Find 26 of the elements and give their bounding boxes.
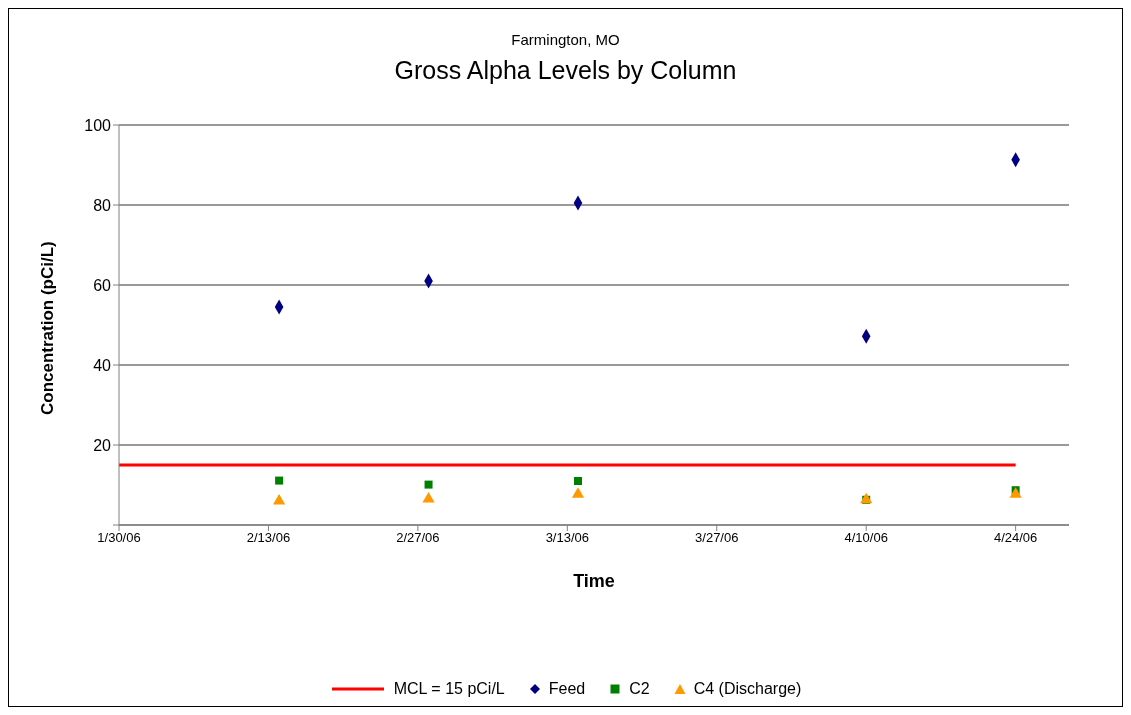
point	[573, 477, 582, 485]
x-tick-label: 2/13/06	[246, 530, 291, 546]
y-axis-title: Concentration (pCi/L)	[38, 241, 58, 415]
x-axis-title: Time	[573, 571, 615, 591]
point	[424, 480, 433, 489]
y-tick-label: 80	[93, 196, 112, 214]
y-tick-label: 100	[84, 116, 112, 134]
y-tick-label: 40	[93, 356, 112, 374]
point	[273, 493, 286, 505]
point	[275, 476, 284, 485]
point	[571, 487, 585, 498]
point	[422, 491, 435, 503]
y-tick-label: 60	[93, 276, 112, 294]
legend-label: C4 (Discharge)	[693, 680, 802, 698]
chart-subtitle: Farmington, MO	[510, 31, 621, 48]
x-tick-label: 3/13/06	[545, 530, 589, 546]
legend-label: MCL = 15 pCi/L	[393, 680, 505, 698]
x-tick-label: 4/10/06	[844, 530, 888, 546]
legend-label: Feed	[548, 680, 586, 698]
x-tick-label: 3/27/06	[695, 530, 739, 546]
x-tick-label: 4/24/06	[993, 530, 1038, 546]
x-tick-label: 1/30/06	[97, 530, 141, 546]
legend-label: C2	[629, 680, 650, 698]
y-tick-label: 20	[93, 436, 112, 454]
x-tick-label: 2/27/06	[396, 530, 440, 546]
chart-title: Gross Alpha Levels by Column	[393, 56, 738, 85]
